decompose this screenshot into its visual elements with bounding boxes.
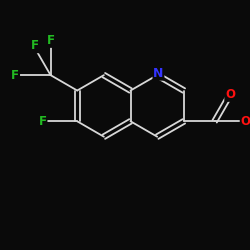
- Text: F: F: [46, 34, 54, 47]
- Text: O: O: [225, 88, 235, 101]
- Text: O: O: [240, 115, 250, 128]
- Text: N: N: [153, 67, 164, 80]
- Text: F: F: [39, 115, 47, 128]
- Text: F: F: [11, 68, 19, 82]
- Text: F: F: [31, 40, 39, 52]
